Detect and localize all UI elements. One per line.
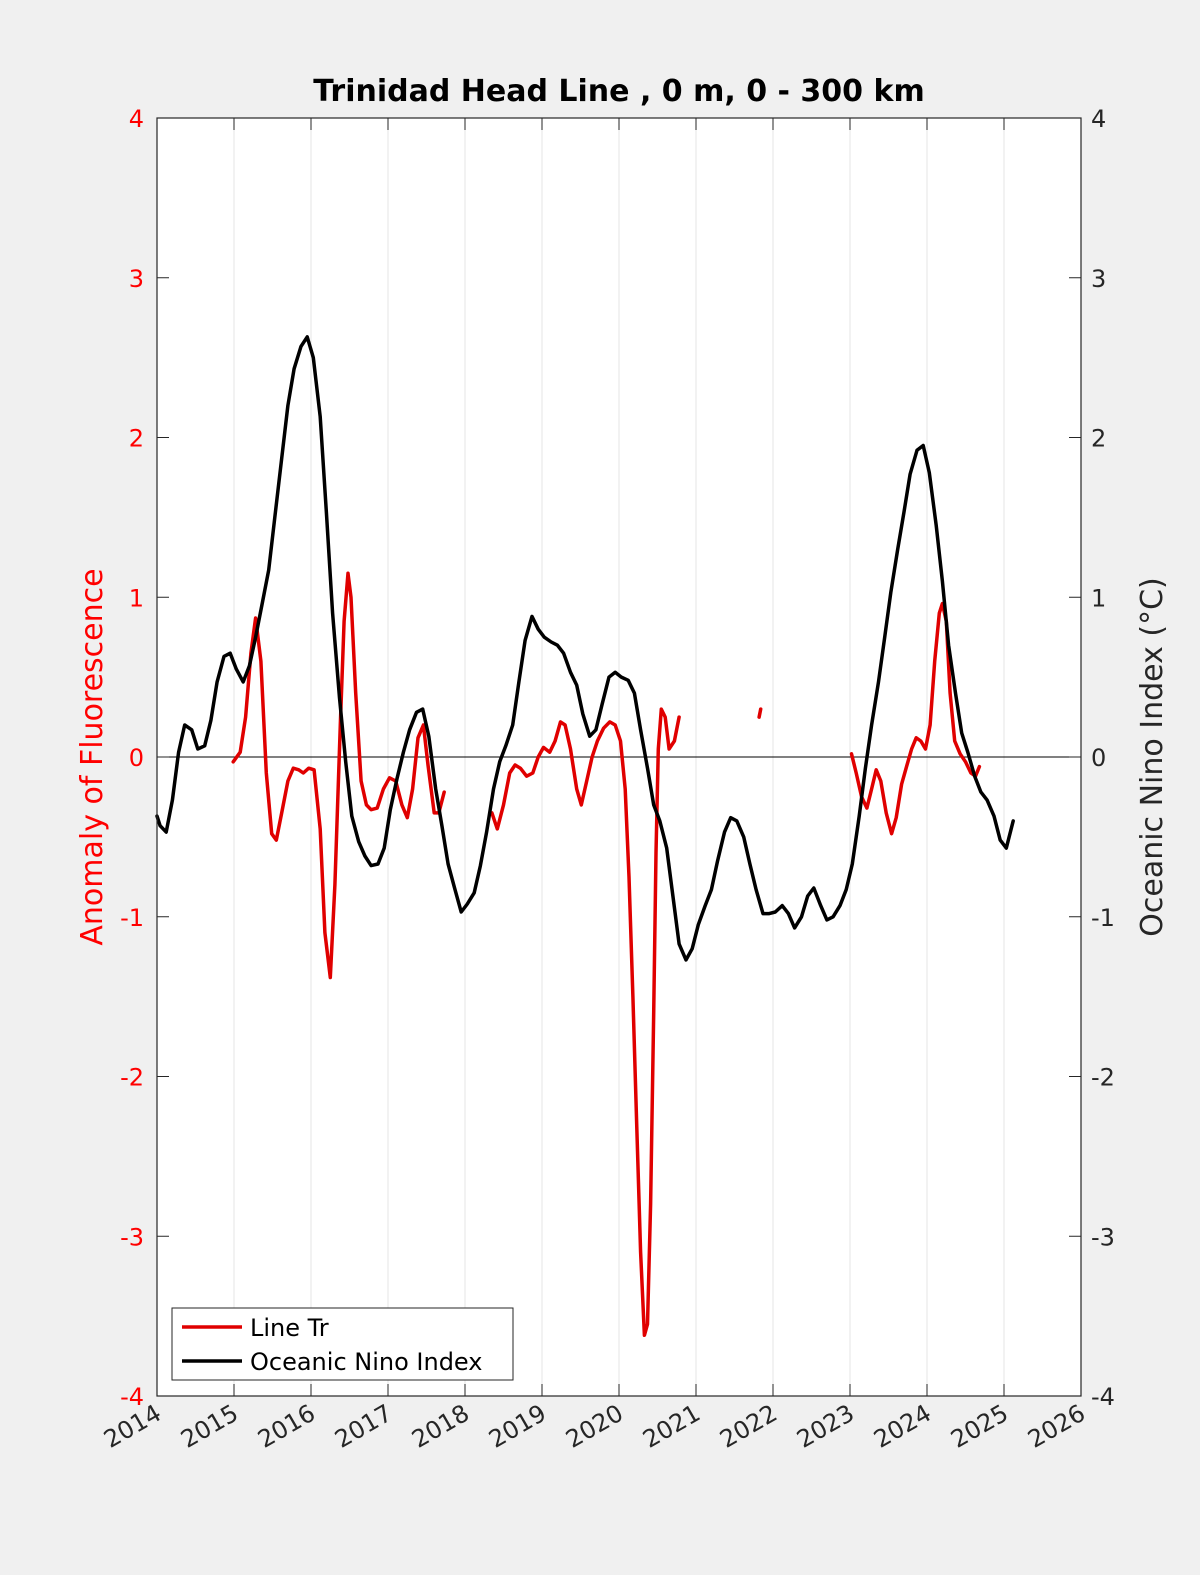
legend-label-oni: Oceanic Nino Index — [250, 1348, 482, 1376]
y-right-tick-label: 4 — [1091, 105, 1106, 133]
y-left-tick-label: 1 — [129, 584, 144, 612]
series-line-tr-segment — [231, 571, 446, 980]
y-right-tick-label: -3 — [1091, 1223, 1115, 1251]
y-left-tick-label: 2 — [129, 425, 144, 453]
y-left-tick-label: -1 — [120, 904, 144, 932]
y-right-tick-label: 1 — [1091, 584, 1106, 612]
legend: Line Tr Oceanic Nino Index — [171, 1307, 514, 1381]
y-left-tick-label: 3 — [129, 265, 144, 293]
series-line-tr-segment — [490, 707, 681, 1338]
chart-title: Trinidad Head Line , 0 m, 0 - 300 km — [313, 74, 924, 109]
legend-box — [171, 1307, 514, 1381]
y-left-tick-label: 4 — [129, 105, 144, 133]
y-right-tick-label: -2 — [1091, 1064, 1115, 1092]
y-right-tick-label: 2 — [1091, 425, 1106, 453]
y-axis-left-label: Anomaly of Fluorescence — [75, 568, 110, 945]
series-line-tr-segment — [757, 707, 763, 719]
y-right-tick-label: 0 — [1091, 744, 1106, 772]
y-right-tick-label: -1 — [1091, 904, 1115, 932]
legend-label-line-tr: Line Tr — [250, 1314, 329, 1342]
y-left-tick-label: 0 — [129, 744, 144, 772]
y-right-tick-label: -4 — [1091, 1383, 1115, 1411]
series-line-tr-segment — [849, 601, 982, 836]
series-oni-segment — [155, 335, 1015, 962]
series-layer — [155, 335, 1015, 1338]
y-axis-right-label: Oceanic Nino Index (°C) — [1135, 577, 1170, 937]
y-left-tick-label: -3 — [120, 1223, 144, 1251]
y-left-tick-label: -4 — [120, 1383, 144, 1411]
y-right-tick-label: 3 — [1091, 265, 1106, 293]
y-left-tick-label: -2 — [120, 1064, 144, 1092]
